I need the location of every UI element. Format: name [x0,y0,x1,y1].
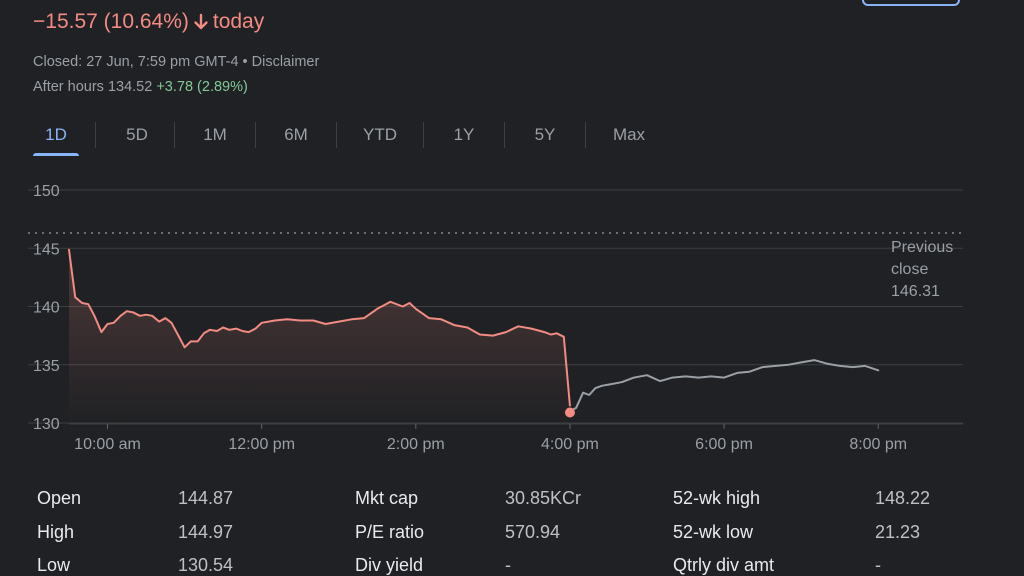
after-hours-info: After hours 134.52 +3.78 (2.89%) [33,79,248,95]
stat-label-qtrly-div: Qtrly div amt [673,555,775,575]
tab-5y[interactable]: 5Y [534,125,556,144]
stat-value-pe-ratio: 570.94 [505,522,561,542]
stat-label-52wk-high: 52-wk high [673,488,761,508]
after-hours-change: +3.78 (2.89%) [156,79,248,95]
price-chart[interactable]: 130 135 140 145 150 10:00 am 12:00 pm 2:00 pm 4:… [0,170,1024,470]
stat-value-low: 130.54 [178,555,234,575]
change-value: −15.57 (10.64%) [33,10,189,33]
after-hours-label: After hours 134.52 [33,79,153,95]
previous-close-label: Previous close 146.31 [891,239,953,300]
tab-max[interactable]: Max [612,125,646,144]
tab-1m[interactable]: 1M [203,125,227,144]
stat-value-open: 144.87 [178,488,234,508]
y-tick-label: 135 [33,358,60,375]
y-tick-label: 145 [33,241,60,258]
stat-value-high: 144.97 [178,522,234,542]
price-line-after-hours [568,359,880,413]
closed-info: Closed: 27 Jun, 7:59 pm GMT-4 • Disclaim… [33,54,320,70]
tab-6m[interactable]: 6M [284,125,308,144]
tab-1d[interactable]: 1D [33,122,79,156]
tab-divider [423,122,424,148]
x-tick-label: 12:00 pm [228,436,295,453]
stat-value-div-yield: - [505,555,511,575]
x-tick-label: 2:00 pm [387,436,445,453]
stat-label-low: Low [37,555,71,575]
tab-divider [585,122,586,148]
range-tabs: 1D 5D 1M 6M YTD 1Y 5Y Max [33,122,662,156]
tab-1y[interactable]: 1Y [453,125,475,144]
previous-close-label-line: close [891,261,928,278]
close-marker [564,407,575,418]
tab-divider [504,122,505,148]
stat-label-52wk-low: 52-wk low [673,522,754,542]
tab-divider [174,122,175,148]
today-label: today [212,10,265,33]
y-tick-label: 140 [33,300,60,317]
tab-divider [255,122,256,148]
x-tick-label: 8:00 pm [849,436,907,453]
tab-ytd[interactable]: YTD [363,125,397,144]
price-line-regular [68,248,571,407]
previous-close-label-line: 146.31 [891,283,940,300]
follow-button[interactable] [862,0,960,6]
x-tick-label: 10:00 am [74,436,141,453]
price-change: −15.57 (10.64%) today [33,10,264,34]
tab-divider [95,122,96,148]
stat-label-mkt-cap: Mkt cap [355,488,419,508]
arrow-down-icon [193,13,209,31]
x-tick-label: 4:00 pm [541,436,599,453]
stat-label-open: Open [37,488,82,508]
stat-label-high: High [37,522,75,542]
stat-value-52wk-high: 148.22 [875,488,931,508]
tab-5d[interactable]: 5D [126,125,148,144]
tab-divider [336,122,337,148]
previous-close-label-line: Previous [891,239,953,256]
stat-label-div-yield: Div yield [355,555,424,575]
stat-label-pe-ratio: P/E ratio [355,522,425,542]
stat-value-qtrly-div: - [875,555,881,575]
stats-table: Open 144.87 High 144.97 Low 130.54 Mkt c… [0,482,1024,576]
price-area-fill [69,249,570,423]
y-tick-label: 130 [33,416,60,433]
x-tick-label: 6:00 pm [695,436,753,453]
y-tick-label: 150 [33,183,60,200]
stat-value-52wk-low: 21.23 [875,522,921,542]
stat-value-mkt-cap: 30.85KCr [505,488,582,508]
